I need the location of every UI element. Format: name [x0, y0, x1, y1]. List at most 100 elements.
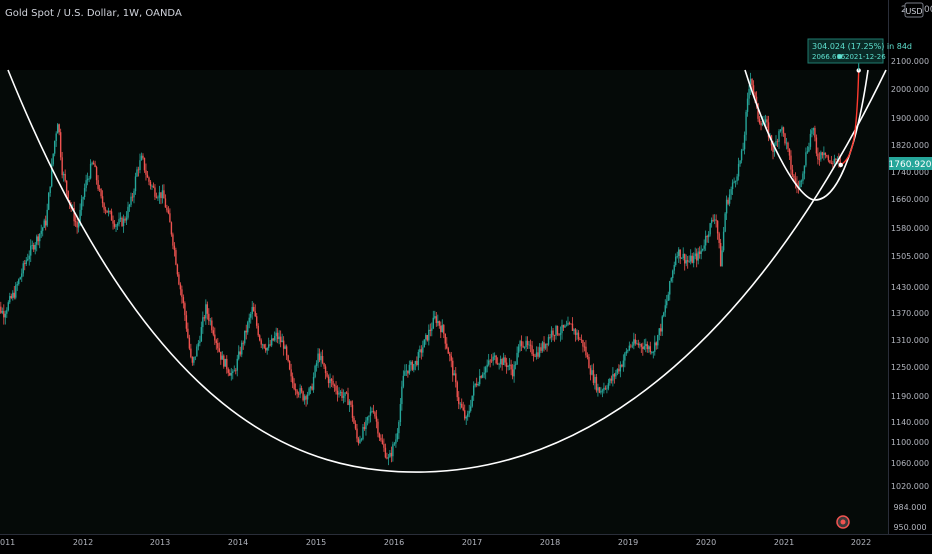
candle-body — [689, 261, 690, 262]
candle-body — [48, 193, 49, 210]
candle-body — [775, 141, 776, 145]
candle-body — [169, 213, 170, 222]
last-price-label: 1760.920 — [889, 160, 932, 170]
candle-body — [424, 339, 425, 347]
candle-body — [524, 347, 525, 348]
candle-body — [543, 342, 544, 348]
candle-body — [702, 249, 703, 251]
candle-body — [165, 198, 166, 207]
y-tick-label: 1140.000 — [891, 418, 929, 427]
candle-body — [268, 344, 269, 347]
candle-body — [314, 366, 315, 377]
candle-body — [639, 344, 640, 345]
candle-body — [754, 93, 755, 97]
candle-body — [584, 347, 585, 348]
candle-body — [569, 323, 570, 324]
candle-body — [461, 404, 462, 408]
candle-body — [624, 353, 625, 360]
candle-body — [548, 337, 549, 345]
candle-body — [269, 344, 270, 345]
candle-body — [648, 346, 649, 349]
candle-body — [759, 119, 760, 123]
candle-body — [296, 391, 297, 394]
candle-body — [709, 223, 710, 234]
candle-body — [338, 393, 339, 395]
candle-body — [492, 357, 493, 361]
candle-body — [457, 382, 458, 397]
candle-body — [87, 179, 88, 180]
candle-body — [373, 411, 374, 412]
candle-body — [329, 379, 330, 383]
candle-body — [388, 457, 389, 458]
candle — [314, 365, 315, 379]
candle-body — [540, 347, 541, 351]
candle-body — [38, 236, 39, 241]
candle — [175, 248, 176, 266]
candle-body — [299, 388, 300, 394]
top-tick-fragment-right: 00 — [924, 5, 932, 15]
candle-body — [418, 352, 419, 365]
candle-body — [630, 346, 631, 347]
candle-body — [792, 170, 793, 176]
candle-body — [76, 222, 77, 227]
candle-body — [603, 388, 604, 391]
calendar-icon — [838, 54, 843, 59]
candle-body — [760, 123, 761, 125]
candle-body — [527, 341, 528, 345]
candle-body — [732, 183, 733, 189]
candle-body — [392, 444, 393, 456]
candle-body — [235, 370, 236, 371]
candle-body — [84, 188, 85, 197]
candle-body — [612, 374, 613, 381]
candle-body — [132, 197, 133, 198]
candle-body — [650, 346, 651, 352]
candle-body — [665, 305, 666, 312]
candle-body — [596, 377, 597, 391]
candle-body — [828, 156, 829, 160]
candle-body — [307, 395, 308, 400]
candle-body — [587, 355, 588, 357]
candle-body — [148, 178, 149, 182]
candle-body — [316, 363, 317, 366]
candle-body — [647, 344, 648, 349]
candle-body — [427, 335, 428, 340]
candle-body — [813, 128, 814, 130]
projection-start-point[interactable] — [839, 163, 843, 167]
candle-body — [160, 192, 161, 198]
candle-body — [259, 335, 260, 340]
candle-body — [15, 285, 16, 297]
candle-body — [614, 374, 615, 376]
candle-body — [281, 341, 282, 343]
candle — [289, 360, 290, 370]
candle-body — [522, 346, 523, 348]
candle-body — [811, 130, 812, 134]
candle-body — [694, 253, 695, 256]
candle-body — [739, 160, 740, 164]
candle-body — [672, 271, 673, 278]
candle-body — [103, 203, 104, 209]
candle-body — [261, 340, 262, 344]
candle-body — [367, 417, 368, 420]
candle-body — [359, 440, 360, 443]
candle-body — [105, 210, 106, 211]
candle-body — [352, 405, 353, 418]
candle-body — [528, 345, 529, 346]
candle-body — [157, 198, 158, 199]
candle-body — [753, 85, 754, 92]
timeline-event-icon[interactable] — [837, 516, 849, 528]
candle-body — [231, 373, 232, 376]
candle-body — [180, 284, 181, 289]
candle-body — [199, 341, 200, 343]
x-tick-label: 2019 — [618, 538, 638, 547]
candle-body — [703, 245, 704, 248]
candle-body — [428, 330, 429, 341]
candle-body — [585, 347, 586, 356]
candle-body — [174, 246, 175, 250]
candle-body — [410, 362, 411, 365]
candle-body — [61, 157, 62, 175]
candle-body — [697, 252, 698, 261]
y-tick-label: 1060.000 — [891, 459, 929, 468]
candle-body — [304, 396, 305, 400]
candle-body — [594, 377, 595, 383]
candle-body — [380, 438, 381, 441]
